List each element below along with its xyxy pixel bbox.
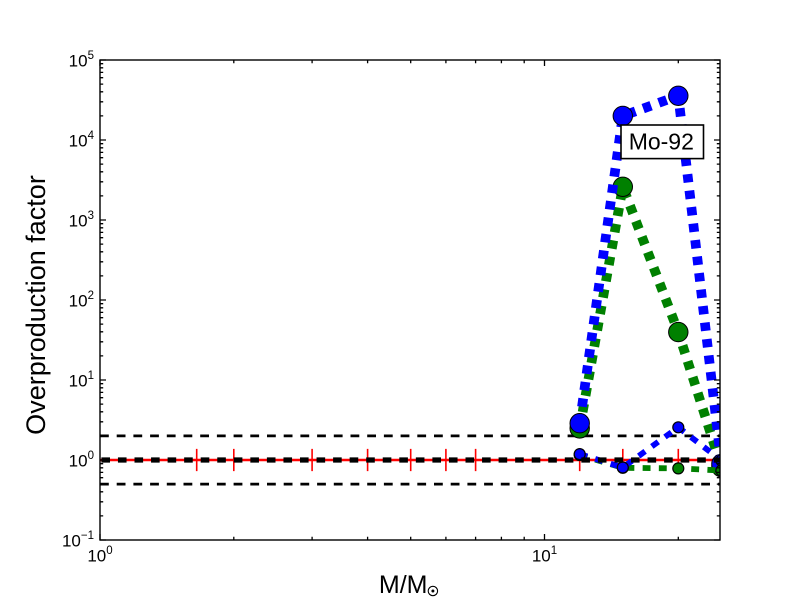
svg-text:Overproduction factor: Overproduction factor [21, 175, 51, 435]
svg-text:M/M: M/M [379, 571, 428, 599]
svg-text:Mo-92: Mo-92 [629, 129, 694, 155]
